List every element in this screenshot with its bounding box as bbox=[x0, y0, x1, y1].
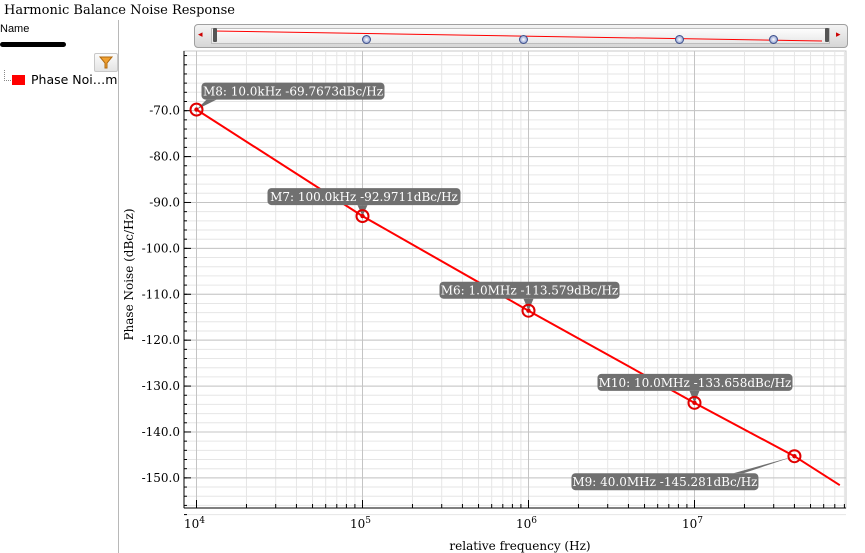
marker-dot bbox=[194, 107, 199, 112]
x-tick-label: 105 bbox=[350, 516, 371, 531]
marker-callout-label: M10: 10.0MHz -133.658dBc/Hz bbox=[599, 376, 792, 390]
overview-marker-m6 bbox=[519, 35, 528, 44]
y-tick-label: -130.0 bbox=[142, 379, 180, 393]
overview-marker-m7 bbox=[362, 35, 371, 44]
marker-callout-box bbox=[597, 373, 793, 391]
filter-icon bbox=[98, 56, 114, 69]
marker-m8[interactable]: M8: 10.0kHz -69.7673dBc/Hz bbox=[189, 82, 385, 117]
y-tick-label: -150.0 bbox=[142, 471, 180, 485]
marker-callout-box bbox=[571, 473, 759, 491]
marker-layer: M8: 10.0kHz -69.7673dBc/Hz M7: 100.0kHz -… bbox=[189, 82, 802, 491]
marker-m9[interactable]: M9: 40.0MHz -145.281dBc/Hz bbox=[571, 449, 802, 491]
axes: -70.0 -80.0 -90.0 -100.0 -110.0 -120.0 -130.0 -… bbox=[142, 51, 846, 531]
overview-marker-m9 bbox=[769, 35, 778, 44]
marker-dot bbox=[792, 454, 797, 459]
tree-connector bbox=[4, 70, 11, 81]
marker-m6[interactable]: M6: 1.0MHz -113.579dBc/Hz bbox=[439, 281, 620, 318]
y-tick-label: -120.0 bbox=[142, 333, 180, 347]
y-tick-label: -90.0 bbox=[149, 195, 180, 209]
scroll-left-handle[interactable] bbox=[213, 28, 217, 42]
overview-marker-m10 bbox=[675, 35, 684, 44]
marker-callout-box bbox=[267, 188, 461, 206]
x-tick-label: 104 bbox=[184, 516, 205, 531]
scroll-right-arrow[interactable]: ▸ bbox=[836, 30, 841, 40]
filter-button[interactable] bbox=[94, 53, 118, 72]
overview-trace bbox=[213, 30, 823, 42]
legend-panel: Name Phase Noi…mor bbox=[0, 20, 119, 553]
name-column-header[interactable]: Name bbox=[0, 23, 30, 35]
x-tick-label: 106 bbox=[516, 516, 537, 531]
legend-item-phase-noise[interactable]: Phase Noi…mor bbox=[12, 72, 118, 88]
marker-dot bbox=[526, 308, 531, 313]
marker-callout-label: M6: 1.0MHz -113.579dBc/Hz bbox=[441, 284, 618, 298]
y-tick-label: -110.0 bbox=[142, 287, 180, 301]
marker-callout-label: M7: 100.0kHz -92.9711dBc/Hz bbox=[270, 190, 458, 204]
overview-scrollbar[interactable]: ◂ ▸ bbox=[194, 24, 848, 48]
x-tick-label: 107 bbox=[682, 516, 703, 531]
marker-callout-pointer bbox=[733, 456, 795, 474]
marker-dot bbox=[360, 213, 365, 219]
marker-callout-box bbox=[439, 281, 620, 299]
window-title: Harmonic Balance Noise Response bbox=[4, 3, 235, 18]
trace-color-swatch bbox=[12, 75, 25, 85]
name-column-bar bbox=[0, 42, 66, 47]
marker-callout-label: M9: 40.0MHz -145.281dBc/Hz bbox=[572, 475, 757, 489]
marker-ring bbox=[521, 303, 536, 318]
marker-m10[interactable]: M10: 10.0MHz -133.658dBc/Hz bbox=[597, 373, 793, 410]
marker-callout-box bbox=[201, 82, 385, 100]
marker-ring bbox=[787, 449, 802, 464]
y-tick-label: -100.0 bbox=[142, 241, 180, 255]
y-tick-label: -80.0 bbox=[149, 150, 180, 164]
x-axis-label: relative frequency (Hz) bbox=[449, 539, 590, 553]
scroll-track[interactable] bbox=[211, 28, 830, 44]
marker-ring bbox=[355, 209, 370, 224]
marker-ring bbox=[687, 395, 702, 410]
marker-callout-label: M8: 10.0kHz -69.7673dBc/Hz bbox=[203, 85, 383, 99]
y-tick-label: -70.0 bbox=[149, 104, 180, 118]
scroll-left-arrow[interactable]: ◂ bbox=[198, 30, 203, 40]
y-tick-label: -140.0 bbox=[142, 425, 180, 439]
y-axis-label: Phase Noise (dBc/Hz) bbox=[122, 208, 136, 340]
scroll-right-handle[interactable] bbox=[825, 28, 829, 42]
marker-ring bbox=[189, 102, 204, 117]
marker-dot bbox=[692, 400, 697, 406]
marker-m7[interactable]: M7: 100.0kHz -92.9711dBc/Hz bbox=[267, 188, 461, 224]
legend-item-label: Phase Noi…mor bbox=[31, 72, 118, 87]
